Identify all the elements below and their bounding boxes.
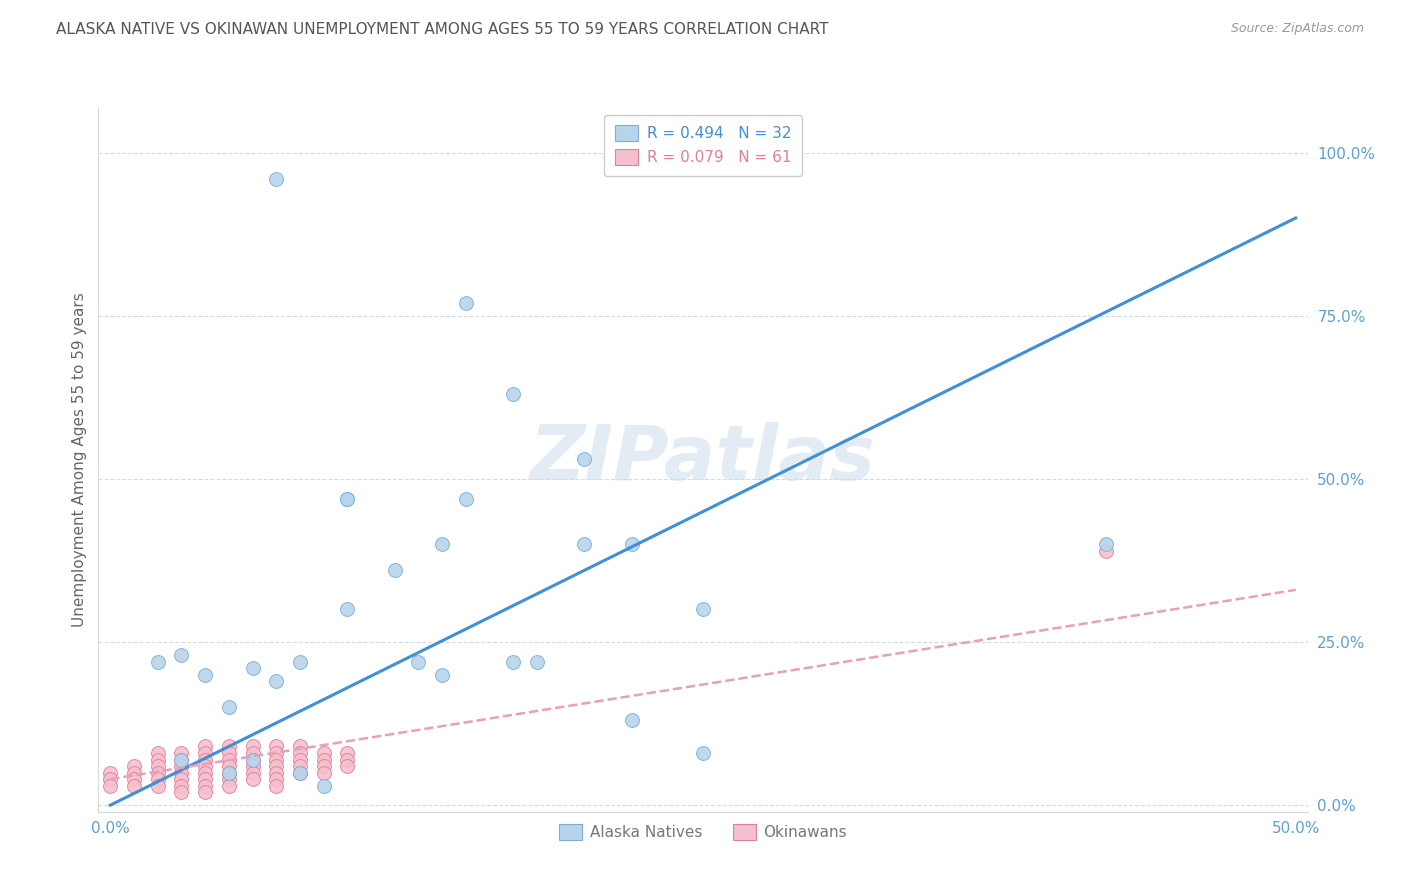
Point [620, 714, 643, 728]
Point [98, 765, 121, 780]
Point [194, 759, 217, 773]
Point [502, 655, 524, 669]
Point [218, 772, 240, 786]
Point [692, 746, 714, 760]
Point [264, 772, 287, 786]
Point [312, 765, 335, 780]
Point [312, 746, 335, 760]
Legend: Alaska Natives, Okinawans: Alaska Natives, Okinawans [553, 818, 853, 847]
Point [408, 655, 430, 669]
Point [218, 739, 240, 754]
Point [218, 779, 240, 793]
Point [98, 772, 121, 786]
Point [264, 674, 287, 689]
Point [170, 785, 193, 799]
Point [146, 752, 169, 766]
Point [218, 700, 240, 714]
Point [122, 759, 145, 773]
Point [218, 765, 240, 780]
Point [170, 752, 193, 766]
Point [146, 779, 169, 793]
Point [242, 752, 264, 766]
Point [1095, 537, 1118, 551]
Point [146, 759, 169, 773]
Point [288, 746, 311, 760]
Point [288, 759, 311, 773]
Point [170, 752, 193, 766]
Point [242, 661, 264, 675]
Point [170, 746, 193, 760]
Point [146, 746, 169, 760]
Point [336, 491, 359, 506]
Point [288, 752, 311, 766]
Point [336, 752, 359, 766]
Point [336, 759, 359, 773]
Point [218, 765, 240, 780]
Point [264, 746, 287, 760]
Point [384, 563, 406, 577]
Point [170, 765, 193, 780]
Point [194, 739, 217, 754]
Point [432, 667, 454, 681]
Point [170, 759, 193, 773]
Point [264, 759, 287, 773]
Text: ZIPatlas: ZIPatlas [530, 423, 876, 496]
Point [312, 752, 335, 766]
Point [454, 295, 477, 310]
Point [336, 746, 359, 760]
Point [1095, 543, 1118, 558]
Point [288, 765, 311, 780]
Point [454, 491, 477, 506]
Point [122, 765, 145, 780]
Point [146, 772, 169, 786]
Point [288, 655, 311, 669]
Point [170, 779, 193, 793]
Point [574, 452, 596, 467]
Point [264, 739, 287, 754]
Point [432, 537, 454, 551]
Point [264, 765, 287, 780]
Point [170, 648, 193, 662]
Point [336, 602, 359, 616]
Point [242, 765, 264, 780]
Point [264, 752, 287, 766]
Point [264, 779, 287, 793]
Y-axis label: Unemployment Among Ages 55 to 59 years: Unemployment Among Ages 55 to 59 years [72, 292, 87, 627]
Point [242, 746, 264, 760]
Point [264, 171, 287, 186]
Point [194, 779, 217, 793]
Point [122, 772, 145, 786]
Point [194, 752, 217, 766]
Point [170, 772, 193, 786]
Point [620, 537, 643, 551]
Point [288, 765, 311, 780]
Point [312, 779, 335, 793]
Text: ALASKA NATIVE VS OKINAWAN UNEMPLOYMENT AMONG AGES 55 TO 59 YEARS CORRELATION CHA: ALASKA NATIVE VS OKINAWAN UNEMPLOYMENT A… [56, 22, 828, 37]
Point [122, 779, 145, 793]
Point [526, 655, 548, 669]
Point [146, 765, 169, 780]
Point [288, 739, 311, 754]
Point [218, 752, 240, 766]
Point [692, 602, 714, 616]
Point [242, 739, 264, 754]
Point [502, 387, 524, 401]
Point [194, 746, 217, 760]
Point [146, 655, 169, 669]
Point [574, 537, 596, 551]
Point [98, 779, 121, 793]
Point [194, 765, 217, 780]
Point [336, 491, 359, 506]
Point [242, 752, 264, 766]
Point [242, 772, 264, 786]
Point [218, 759, 240, 773]
Point [218, 746, 240, 760]
Point [194, 785, 217, 799]
Point [242, 759, 264, 773]
Point [194, 667, 217, 681]
Point [194, 772, 217, 786]
Text: Source: ZipAtlas.com: Source: ZipAtlas.com [1230, 22, 1364, 36]
Point [312, 759, 335, 773]
